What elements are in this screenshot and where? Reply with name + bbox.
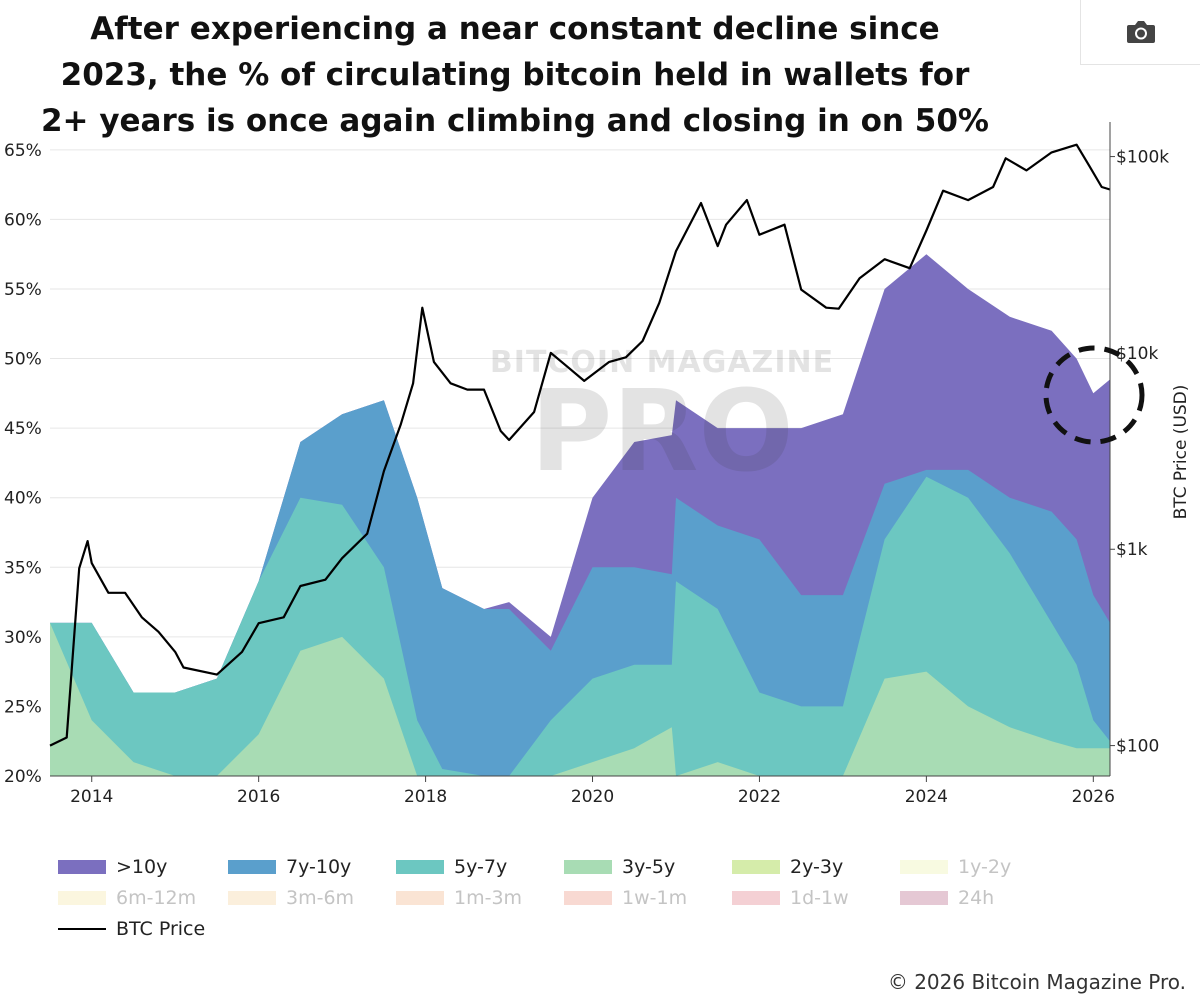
legend-swatch	[228, 891, 276, 905]
y-tick-label: 55%	[4, 280, 42, 300]
y-tick-label: 65%	[4, 141, 42, 161]
legend-swatch	[900, 891, 948, 905]
y-tick-label: 45%	[4, 419, 42, 439]
copyright: © 2026 Bitcoin Magazine Pro.	[887, 970, 1186, 994]
y-tick-label: 50%	[4, 350, 42, 370]
x-tick-label: 2026	[1072, 787, 1115, 807]
y2-tick-label: $1k	[1116, 540, 1148, 560]
legend-label: 24h	[958, 887, 995, 909]
legend-line-swatch	[58, 928, 106, 930]
y-tick-label: 40%	[4, 489, 42, 509]
legend-item-2y3y[interactable]: 2y-3y	[732, 856, 843, 878]
btc-price-line	[49, 143, 1111, 747]
legend-item-3m6m[interactable]: 3m-6m	[228, 887, 354, 909]
legend-item-1m3m[interactable]: 1m-3m	[396, 887, 522, 909]
chart-title: After experiencing a near constant decli…	[0, 6, 1030, 144]
watermark-bottom: PRO	[530, 367, 794, 497]
chart-canvas: BITCOIN MAGAZINE PRO 2014 2016 2018 2020 202…	[4, 122, 1191, 807]
x-tick-label: 2018	[404, 787, 447, 807]
legend-swatch	[396, 891, 444, 905]
legend-swatch	[58, 891, 106, 905]
legend-item-10y[interactable]: >10y	[58, 856, 167, 878]
legend-item-1w1m[interactable]: 1w-1m	[564, 887, 687, 909]
legend-label: 5y-7y	[454, 856, 508, 878]
legend-label: >10y	[116, 856, 168, 878]
legend-swatch	[900, 860, 948, 874]
legend-label: 2y-3y	[790, 856, 844, 878]
x-tick-label: 2024	[905, 787, 948, 807]
legend-label: 6m-12m	[116, 887, 197, 909]
x-axis-ticks: 2014 2016 2018 2020 2022 2024 2026	[70, 776, 1115, 807]
annotation-circle	[1043, 345, 1145, 445]
legend-item-6m12m[interactable]: 6m-12m	[58, 887, 196, 909]
x-tick-label: 2020	[571, 787, 614, 807]
y-axis-ticks: 20% 25% 30% 35% 40% 45% 50% 55% 60% 65%	[4, 141, 42, 787]
legend-swatch	[228, 860, 276, 874]
legend-label: BTC Price	[116, 918, 206, 940]
axes	[50, 122, 1111, 777]
watermark: BITCOIN MAGAZINE PRO	[490, 345, 833, 497]
area-3y5y	[50, 622, 1110, 776]
legend-label: 1y-2y	[958, 856, 1012, 878]
legend-swatch	[732, 860, 780, 874]
legend-item-3y5y[interactable]: 3y-5y	[564, 856, 675, 878]
title-line-3: 2+ years is once again climbing and clos…	[40, 103, 989, 139]
title-line-1: After experiencing a near constant decli…	[90, 11, 940, 47]
legend-label: 1d-1w	[790, 887, 849, 909]
legend-label: 3y-5y	[622, 856, 676, 878]
y2-tick-label: $100	[1116, 737, 1159, 757]
camera-icon	[1127, 21, 1155, 43]
y-tick-label: 30%	[4, 628, 42, 648]
y-tick-label: 35%	[4, 558, 42, 578]
legend-item-btcprice[interactable]: BTC Price	[58, 918, 205, 940]
y2-tick-label: $10k	[1116, 344, 1158, 364]
y2-tick-label: $100k	[1116, 148, 1169, 168]
legend-label: 1m-3m	[454, 887, 523, 909]
legend-label: 7y-10y	[286, 856, 352, 878]
legend-swatch	[396, 860, 444, 874]
legend-swatch	[58, 860, 106, 874]
y2-axis-label: BTC Price (USD)	[1171, 385, 1191, 520]
y-tick-label: 25%	[4, 697, 42, 717]
btc-price-series	[49, 143, 1111, 747]
x-tick-label: 2016	[237, 787, 280, 807]
x-tick-label: 2014	[70, 787, 113, 807]
legend-item-1y2y[interactable]: 1y-2y	[900, 856, 1011, 878]
legend-swatch	[732, 891, 780, 905]
legend-item-24h[interactable]: 24h	[900, 887, 994, 909]
x-tick-label: 2022	[738, 787, 781, 807]
title-line-2: 2023, the % of circulating bitcoin held …	[60, 57, 970, 93]
legend-item-1d1w[interactable]: 1d-1w	[732, 887, 849, 909]
legend-swatch	[564, 891, 612, 905]
legend-item-7y10y[interactable]: 7y-10y	[228, 856, 351, 878]
legend-swatch	[564, 860, 612, 874]
y2-axis-ticks: $100 $1k $10k $100k	[1110, 148, 1169, 757]
legend-label: 3m-6m	[286, 887, 355, 909]
y-tick-label: 20%	[4, 767, 42, 787]
y-tick-label: 60%	[4, 210, 42, 230]
legend-label: 1w-1m	[622, 887, 688, 909]
legend-item-5y7y[interactable]: 5y-7y	[396, 856, 507, 878]
screenshot-button[interactable]	[1080, 0, 1200, 65]
area-series	[50, 254, 1110, 776]
